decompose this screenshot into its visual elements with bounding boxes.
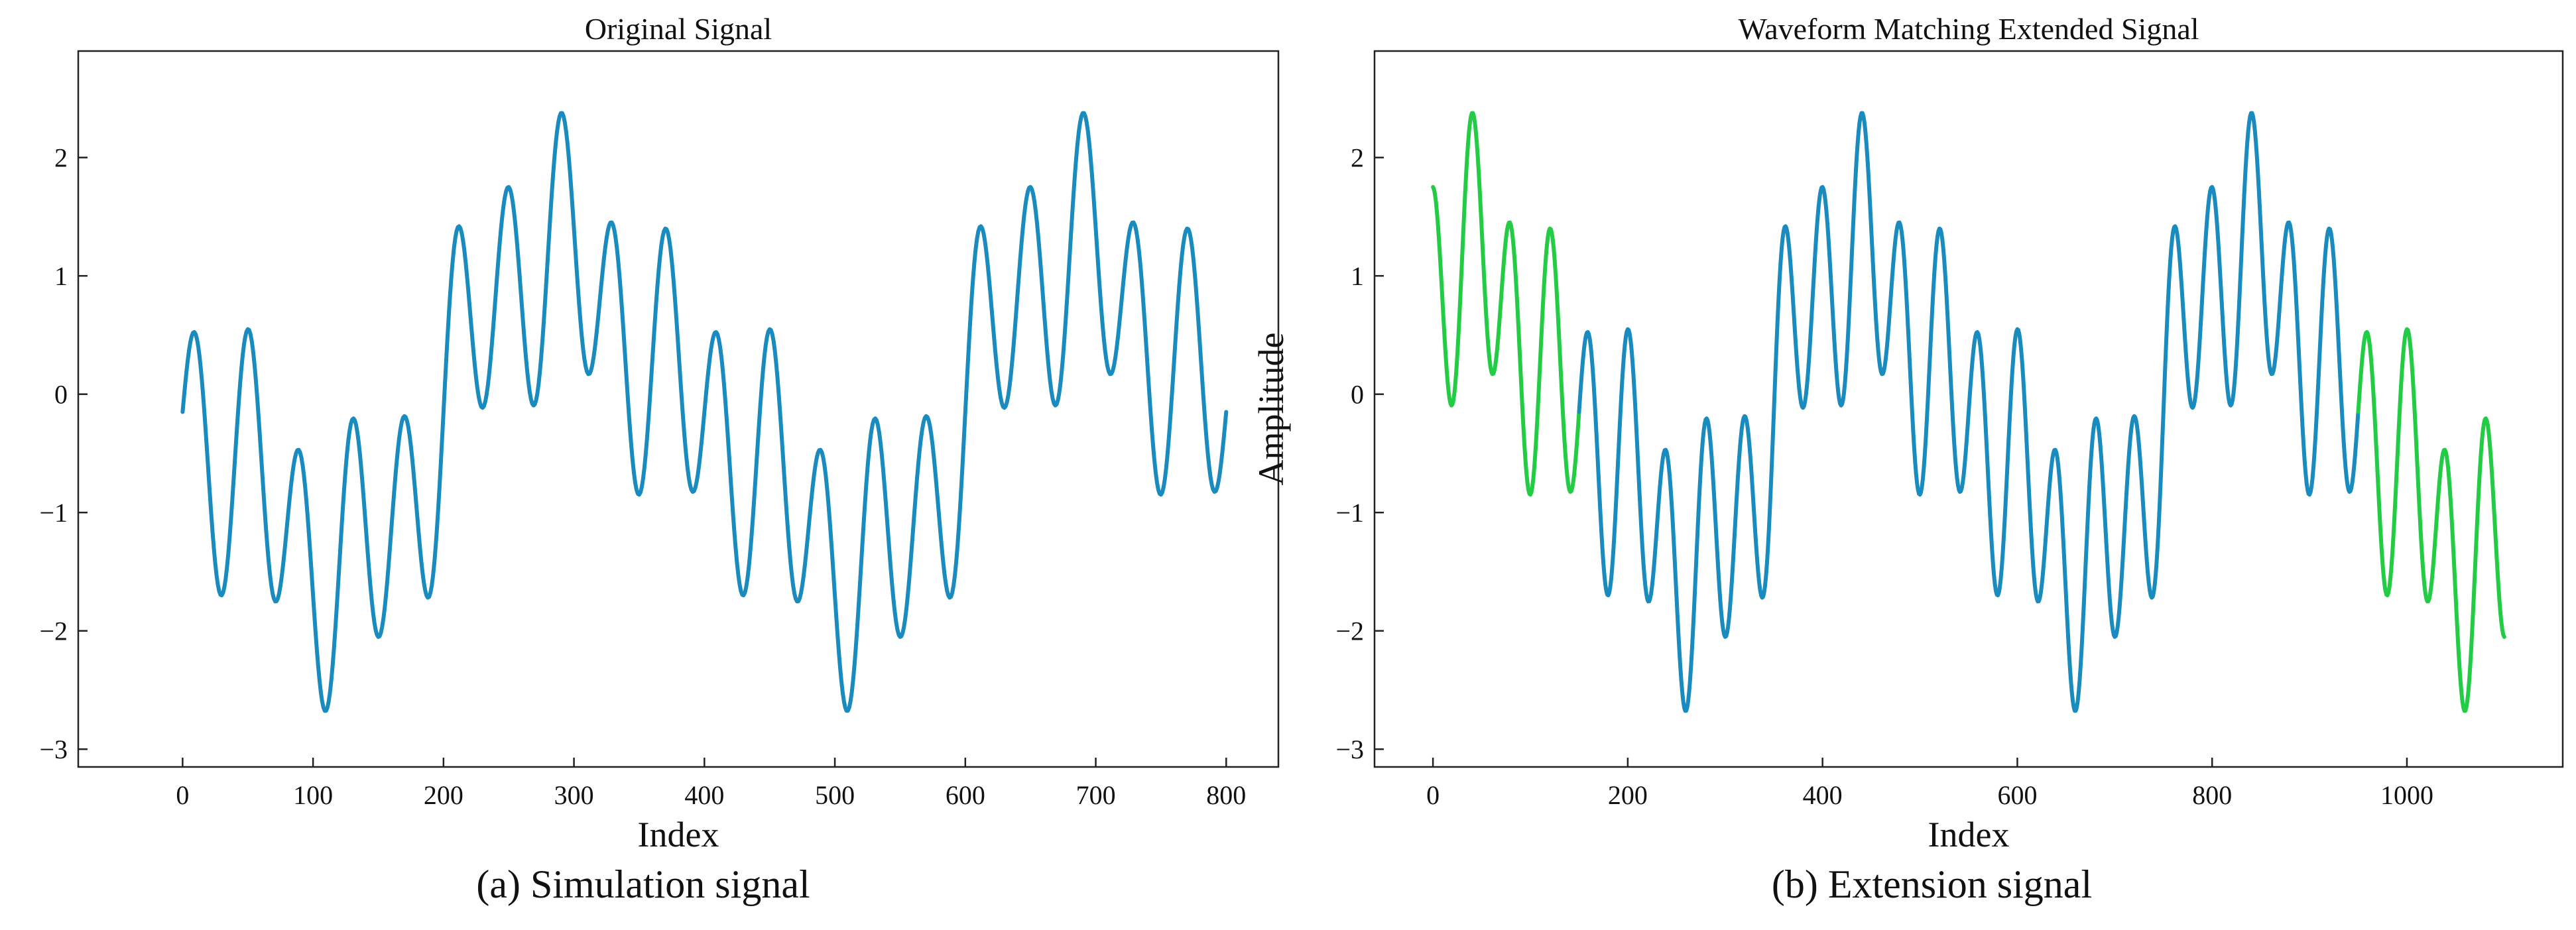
caption-extension-signal: (b) Extension signal	[1771, 862, 2093, 906]
plot-frame	[77, 50, 1280, 768]
y-tick-label: 2	[1351, 143, 1364, 173]
chart-original-signal: Original Signal 0 100 200 300 400 500 600 700 800…	[39, 12, 1280, 854]
series-line-original	[180, 111, 1229, 713]
y-tick-label: 0	[54, 380, 68, 410]
x-tick-label: 600	[946, 780, 985, 810]
x-axis-label: Index	[638, 815, 719, 854]
x-tick-label: 200	[1608, 780, 1648, 810]
x-tick-label: 800	[1206, 780, 1246, 810]
x-tick-label: 1000	[2380, 780, 2433, 810]
plot-frame	[1373, 50, 2564, 768]
x-axis-label: Index	[1928, 815, 2010, 854]
caption-simulation-signal: (a) Simulation signal	[476, 862, 810, 906]
y-tick-label: −2	[1335, 616, 1364, 646]
x-tick-label: 600	[1997, 780, 2037, 810]
y-tick-label: −3	[1335, 734, 1364, 764]
y-tick-label: 2	[54, 143, 68, 173]
x-tick-label: 400	[684, 780, 724, 810]
x-tick-label: 700	[1076, 780, 1116, 810]
y-tick-label: −2	[39, 616, 68, 646]
x-tick-label: 800	[2192, 780, 2232, 810]
y-axis-label: Amplitude	[1251, 333, 1291, 486]
y-tick-label: 1	[54, 261, 68, 291]
x-tick-label: 0	[1426, 780, 1440, 810]
x-tick-label: 200	[424, 780, 463, 810]
series-line-right-extension	[2356, 327, 2506, 713]
y-tick-label: 0	[1351, 380, 1364, 410]
x-tick-label: 500	[815, 780, 855, 810]
x-tick-label: 0	[176, 780, 189, 810]
series-line-left-extension	[1431, 111, 1581, 497]
y-tick-label: −3	[39, 734, 68, 764]
y-tick-label: 1	[1351, 261, 1364, 291]
x-tick-label: 300	[554, 780, 594, 810]
series-line-original	[1577, 111, 2361, 713]
chart-title: Waveform Matching Extended Signal	[1738, 12, 2199, 46]
y-tick-label: −1	[1335, 498, 1364, 528]
y-tick-label: −1	[39, 498, 68, 528]
x-tick-label: 400	[1803, 780, 1843, 810]
x-tick-label: 100	[293, 780, 333, 810]
chart-extended-signal: Waveform Matching Extended Signal 0 200 400…	[1251, 12, 2564, 854]
chart-title: Original Signal	[585, 12, 772, 46]
